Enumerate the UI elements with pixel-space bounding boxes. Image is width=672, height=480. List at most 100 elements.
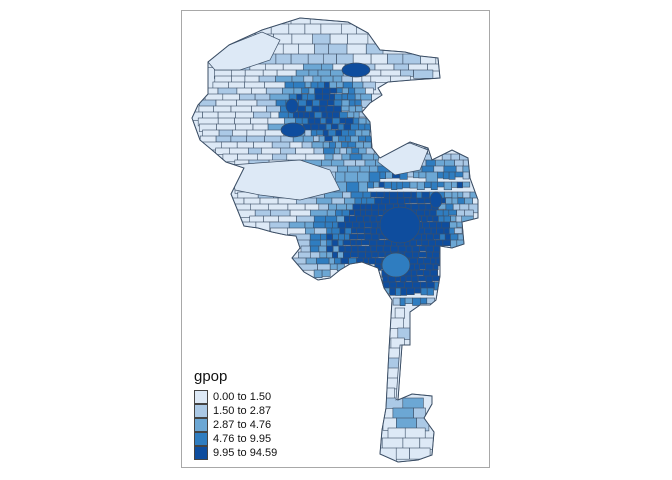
legend-item: 0.00 to 1.50 <box>194 390 277 404</box>
tract-polygon <box>409 257 418 265</box>
legend-item: 9.95 to 94.59 <box>194 446 277 460</box>
tract-polygon <box>316 129 324 136</box>
tract-polygon <box>324 81 330 89</box>
tract-polygon <box>318 203 329 211</box>
tract-polygon <box>426 215 434 222</box>
tract-polygon <box>263 215 279 223</box>
tract-polygon <box>426 297 435 304</box>
tract-polygon <box>313 147 324 155</box>
legend-label: 2.87 to 4.76 <box>213 419 272 431</box>
tract-polygon <box>346 111 355 118</box>
tract-polygon <box>339 117 346 124</box>
legend-label: 0.00 to 1.50 <box>213 391 272 403</box>
tract-polygon <box>364 233 373 241</box>
tract-polygon <box>445 197 453 205</box>
tract-polygon <box>322 53 337 65</box>
tract-polygon <box>354 87 366 95</box>
tract-polygon <box>462 191 471 199</box>
tract-polygon <box>365 209 373 216</box>
tract-polygon <box>326 251 333 259</box>
tract-polygon <box>378 181 385 188</box>
tract-polygon <box>337 239 344 247</box>
tract-polygon <box>339 111 348 119</box>
tract-polygon <box>420 53 437 65</box>
tract-polygon <box>413 171 420 179</box>
tract-polygon <box>361 129 370 137</box>
legend-item: 2.87 to 4.76 <box>194 418 277 432</box>
tract-polygon <box>305 105 313 112</box>
tract-polygon <box>353 111 360 119</box>
tract-polygon <box>336 81 344 88</box>
tract-polygon <box>385 171 393 179</box>
tract-polygon <box>361 239 370 246</box>
legend-item: 4.76 to 9.95 <box>194 432 277 446</box>
tract-polygon <box>331 197 345 205</box>
tract-polygon <box>215 147 230 155</box>
tract-polygon <box>359 203 367 211</box>
tract-polygon <box>448 171 456 180</box>
tract-polygon <box>435 159 445 167</box>
tract-polygon <box>364 159 376 167</box>
tract-polygon <box>350 227 357 234</box>
tract-polygon <box>358 135 366 142</box>
legend: gpop 0.00 to 1.50 1.50 to 2.87 2.87 to 4… <box>194 368 277 460</box>
tract-polygon <box>419 263 426 270</box>
tract-polygon <box>426 287 434 296</box>
tract-polygon <box>468 203 478 214</box>
tract-polygon <box>309 239 321 247</box>
tract-polygon <box>400 69 414 77</box>
tract-polygon <box>229 159 341 201</box>
tract-polygon <box>430 181 438 190</box>
tract-polygon <box>310 81 319 89</box>
tract-polygon <box>338 135 346 142</box>
tract-polygon <box>409 197 418 204</box>
tract-polygon <box>351 147 360 154</box>
tract-polygon <box>411 275 419 283</box>
tract-polygon <box>443 181 453 191</box>
tract-polygon <box>336 87 343 94</box>
tract-polygon <box>253 111 272 119</box>
tract-polygon <box>416 197 426 204</box>
tract-polygon <box>404 197 411 204</box>
tract-polygon <box>424 181 432 189</box>
tract-polygon <box>396 281 406 288</box>
tract-polygon <box>448 209 457 216</box>
tract-polygon <box>264 135 282 143</box>
tract-polygon <box>215 135 232 143</box>
legend-swatch <box>194 432 208 446</box>
tract-polygon <box>457 233 464 241</box>
tract-polygon <box>307 117 316 125</box>
tract-polygon <box>319 251 327 259</box>
tract-polygon <box>375 257 383 265</box>
tract-polygon <box>401 181 411 189</box>
tract-polygon <box>269 221 290 229</box>
tract-polygon <box>435 239 444 247</box>
tract-polygon <box>354 209 361 217</box>
tract-polygon <box>415 209 425 217</box>
tract-polygon <box>258 75 276 83</box>
tract-polygon <box>362 191 372 199</box>
tract-polygon <box>392 297 401 306</box>
tract-polygon <box>432 263 439 270</box>
tract-polygon <box>244 81 265 89</box>
tract-polygon <box>397 191 405 199</box>
tract-polygon <box>340 257 349 265</box>
legend-items: 0.00 to 1.50 1.50 to 2.87 2.87 to 4.76 4… <box>194 390 277 460</box>
tract-polygon <box>288 93 298 100</box>
tract-polygon <box>296 215 315 223</box>
tract-polygon <box>357 245 367 252</box>
tract-polygon <box>376 191 385 198</box>
tract-polygon <box>464 209 474 217</box>
tract-polygon <box>348 105 356 113</box>
tract-polygon <box>361 75 372 83</box>
tract-polygon <box>400 287 407 296</box>
tract-polygon <box>341 62 371 78</box>
tract-polygon <box>416 239 423 246</box>
tract-polygon <box>454 227 463 234</box>
tract-polygon <box>298 43 315 56</box>
tract-polygon <box>452 203 461 211</box>
tract-polygon <box>354 99 362 106</box>
tract-polygon <box>456 181 463 189</box>
tract-polygon <box>337 221 346 229</box>
tract-polygon <box>330 123 339 130</box>
